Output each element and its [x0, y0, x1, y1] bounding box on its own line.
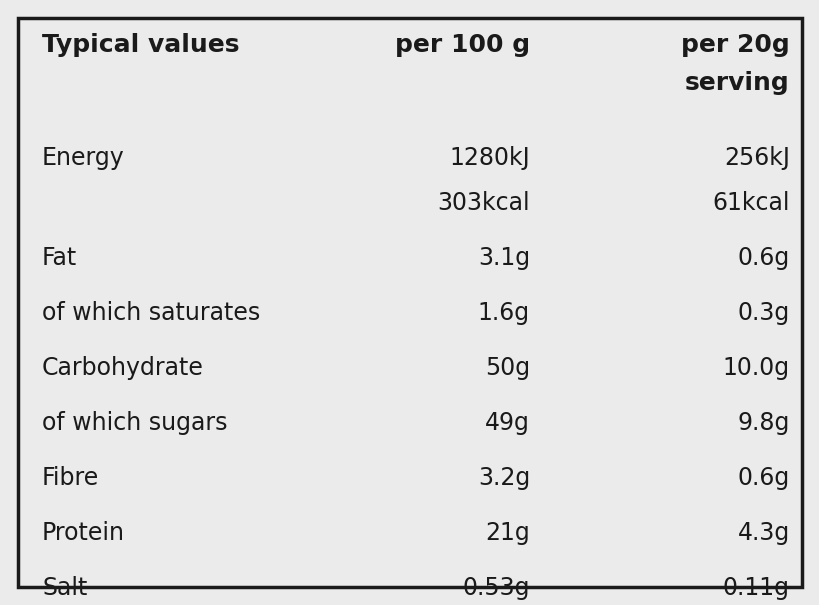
Text: 0.11g: 0.11g: [722, 576, 789, 600]
Text: Energy: Energy: [42, 146, 124, 170]
Text: 4.3g: 4.3g: [737, 521, 789, 545]
Text: serving: serving: [685, 71, 789, 95]
Text: Protein: Protein: [42, 521, 124, 545]
Text: 21g: 21g: [485, 521, 529, 545]
Text: 3.2g: 3.2g: [477, 466, 529, 490]
Text: 61kcal: 61kcal: [712, 191, 789, 215]
Text: 9.8g: 9.8g: [737, 411, 789, 435]
Text: 50g: 50g: [484, 356, 529, 380]
Text: 3.1g: 3.1g: [477, 246, 529, 270]
Text: Fat: Fat: [42, 246, 77, 270]
Text: 0.6g: 0.6g: [737, 466, 789, 490]
Text: per 100 g: per 100 g: [395, 33, 529, 57]
Text: of which saturates: of which saturates: [42, 301, 260, 325]
Text: Carbohydrate: Carbohydrate: [42, 356, 204, 380]
Text: 0.6g: 0.6g: [737, 246, 789, 270]
Text: Typical values: Typical values: [42, 33, 239, 57]
Text: 0.3g: 0.3g: [737, 301, 789, 325]
Text: 10.0g: 10.0g: [722, 356, 789, 380]
Text: 1.6g: 1.6g: [477, 301, 529, 325]
Text: Fibre: Fibre: [42, 466, 99, 490]
Text: of which sugars: of which sugars: [42, 411, 227, 435]
Text: 303kcal: 303kcal: [437, 191, 529, 215]
Text: Salt: Salt: [42, 576, 88, 600]
Text: 0.53g: 0.53g: [462, 576, 529, 600]
Text: per 20g: per 20g: [681, 33, 789, 57]
Text: 49g: 49g: [485, 411, 529, 435]
Text: 1280kJ: 1280kJ: [449, 146, 529, 170]
Text: 256kJ: 256kJ: [723, 146, 789, 170]
